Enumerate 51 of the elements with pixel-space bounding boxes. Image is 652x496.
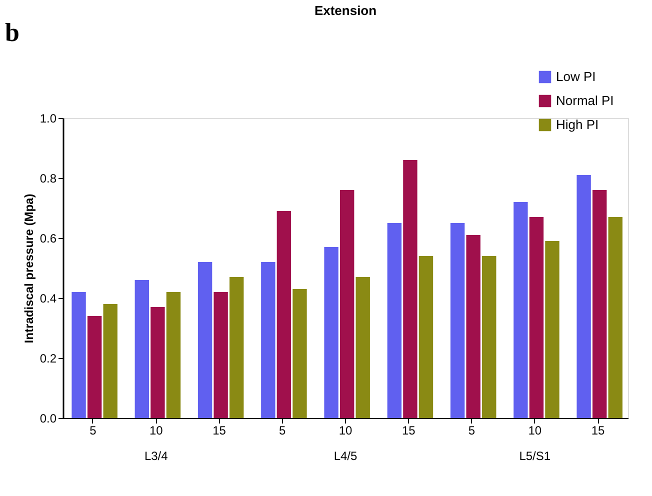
legend-label: Normal PI	[556, 93, 614, 108]
bar	[576, 175, 591, 418]
x-tick-label: 10	[528, 424, 542, 438]
bar	[514, 202, 528, 418]
bar	[276, 211, 292, 418]
x-tick-label: 15	[402, 424, 416, 438]
y-tick-label: 0.2	[40, 352, 57, 366]
bar	[324, 247, 338, 418]
x-tick-label: 10	[338, 424, 352, 438]
chart-title: Extension	[314, 3, 377, 18]
bar	[592, 190, 607, 418]
bar	[403, 160, 418, 418]
bar	[466, 235, 480, 418]
bar	[340, 190, 354, 418]
x-tick-label: 15	[212, 424, 226, 438]
bar	[482, 256, 496, 418]
bar	[214, 292, 228, 418]
bar	[418, 256, 434, 418]
legend-label: Low PI	[556, 69, 596, 84]
bar	[387, 223, 402, 418]
bar	[87, 316, 102, 418]
text: b	[5, 18, 20, 47]
y-axis-title: Intradiscal pressure (Mpa)	[22, 194, 36, 344]
bar	[608, 217, 622, 418]
y-tick-label: 1.0	[40, 112, 57, 126]
text: L5/S1	[519, 449, 551, 463]
y-tick-label: 0.0	[40, 412, 57, 426]
bar	[292, 289, 307, 418]
x-tick-label: 5	[279, 424, 286, 438]
y-tick-label: 0.8	[40, 172, 57, 186]
bar	[150, 307, 165, 418]
y-tick-label: 0.4	[40, 292, 57, 306]
bar	[103, 304, 118, 418]
y-tick-label: 0.6	[40, 232, 57, 246]
legend-label: High PI	[556, 117, 599, 132]
text: L3/4	[144, 449, 168, 463]
bar	[545, 241, 560, 418]
x-tick-label: 5	[468, 424, 476, 438]
bar	[230, 277, 244, 418]
bar	[450, 223, 465, 418]
x-tick-label: 5	[90, 424, 97, 438]
x-tick-label: 15	[591, 424, 606, 438]
bar	[134, 280, 150, 418]
bar	[356, 277, 370, 418]
bar	[72, 292, 86, 418]
bar	[198, 262, 212, 418]
bar	[529, 217, 544, 418]
text: L4/5	[334, 449, 358, 463]
bar	[166, 292, 181, 418]
bar	[261, 262, 276, 418]
x-tick-label: 10	[149, 424, 164, 438]
